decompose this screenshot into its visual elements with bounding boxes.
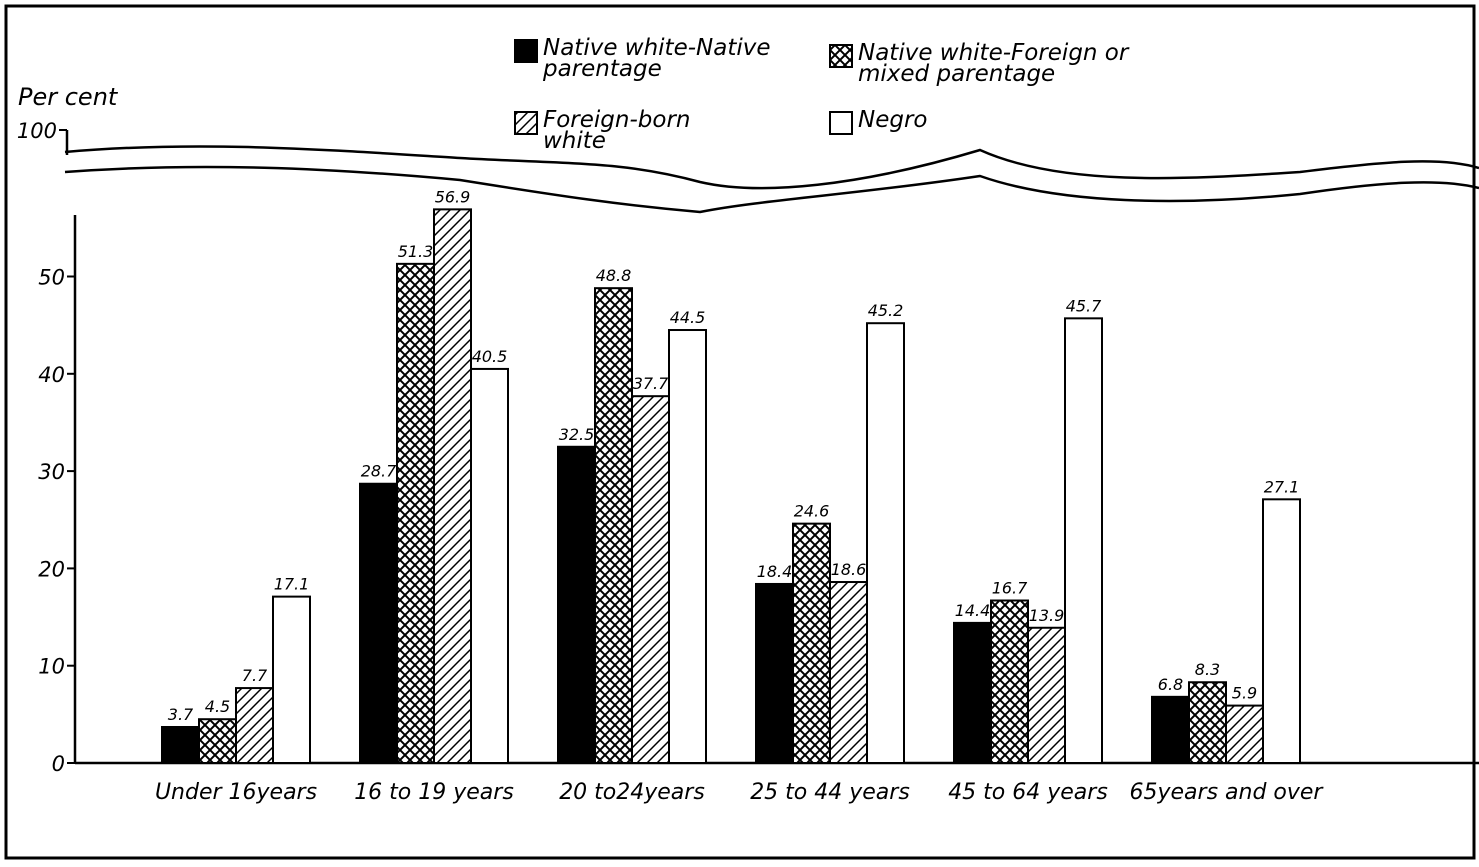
value-label: 14.4 — [955, 601, 991, 620]
bar — [1225, 704, 1264, 765]
x-tick-label: Under 16years — [155, 780, 317, 805]
bar — [755, 582, 794, 765]
value-label: 8.3 — [1195, 660, 1220, 679]
y-axis-label: Per cent — [18, 83, 119, 111]
bar — [557, 445, 596, 764]
bar — [1064, 317, 1103, 764]
y-tick-label: 10 — [38, 655, 65, 679]
legend-label: Negro — [858, 107, 928, 133]
legend-label: Foreign-born white — [543, 107, 691, 154]
value-label: 40.5 — [472, 347, 508, 366]
x-tick-label: 65years and over — [1130, 780, 1325, 805]
bar — [668, 329, 707, 764]
bar — [161, 725, 200, 765]
bar — [1151, 695, 1190, 764]
legend-swatch — [514, 39, 538, 63]
legend-swatch — [829, 44, 853, 68]
value-label: 5.9 — [1232, 684, 1257, 703]
y-tick-label: 50 — [38, 266, 65, 290]
legend-label: Native white-Foreign or mixed parentage — [858, 40, 1129, 87]
value-label: 44.5 — [670, 308, 706, 327]
legend-label: Native white-Native parentage — [543, 35, 771, 82]
bar — [359, 482, 398, 764]
value-label: 45.2 — [868, 301, 904, 320]
legend-swatch — [829, 111, 853, 135]
value-label: 7.7 — [242, 666, 268, 685]
value-label: 13.9 — [1029, 606, 1065, 625]
bar — [953, 621, 992, 764]
value-label: 27.1 — [1264, 477, 1300, 496]
value-label: 18.6 — [831, 560, 867, 579]
y-tick-label: 100 — [17, 119, 57, 143]
x-tick-label: 45 to 64 years — [948, 780, 1108, 805]
value-label: 48.8 — [596, 266, 632, 285]
y-tick-label: 20 — [38, 557, 65, 581]
bar — [866, 322, 905, 764]
value-label: 45.7 — [1066, 296, 1102, 315]
x-tick-label: 20 to24years — [559, 780, 705, 805]
value-label: 18.4 — [757, 562, 793, 581]
bar — [990, 599, 1029, 764]
x-tick-label: 16 to 19 years — [354, 780, 514, 805]
y-tick-label: 40 — [38, 363, 65, 387]
y-tick-label: 30 — [38, 460, 65, 484]
value-label: 16.7 — [992, 579, 1028, 598]
bar — [1188, 681, 1227, 765]
bar — [594, 287, 633, 764]
bar — [235, 687, 274, 764]
axis-break — [64, 165, 1479, 214]
bar — [829, 581, 868, 764]
bar — [631, 395, 670, 764]
bar — [272, 595, 311, 764]
value-label: 56.9 — [435, 187, 471, 206]
bar — [792, 522, 831, 765]
bar — [1262, 498, 1301, 764]
bar — [470, 367, 509, 764]
frame — [4, 4, 1476, 860]
bar — [198, 718, 237, 765]
y-tick-label: 0 — [52, 752, 65, 776]
value-label: 32.5 — [559, 425, 595, 444]
bar — [1027, 626, 1066, 764]
x-tick-label: 25 to 44 years — [750, 780, 910, 805]
value-label: 28.7 — [361, 462, 397, 481]
bar — [433, 208, 472, 765]
value-label: 51.3 — [398, 242, 434, 261]
value-label: 17.1 — [274, 575, 310, 594]
value-label: 3.7 — [168, 705, 194, 724]
bar — [396, 262, 435, 764]
legend-swatch — [514, 111, 538, 135]
value-label: 6.8 — [1158, 675, 1183, 694]
value-label: 4.5 — [205, 697, 230, 716]
value-label: 24.6 — [794, 502, 830, 521]
axis-break — [64, 145, 1479, 190]
value-label: 37.7 — [633, 374, 669, 393]
